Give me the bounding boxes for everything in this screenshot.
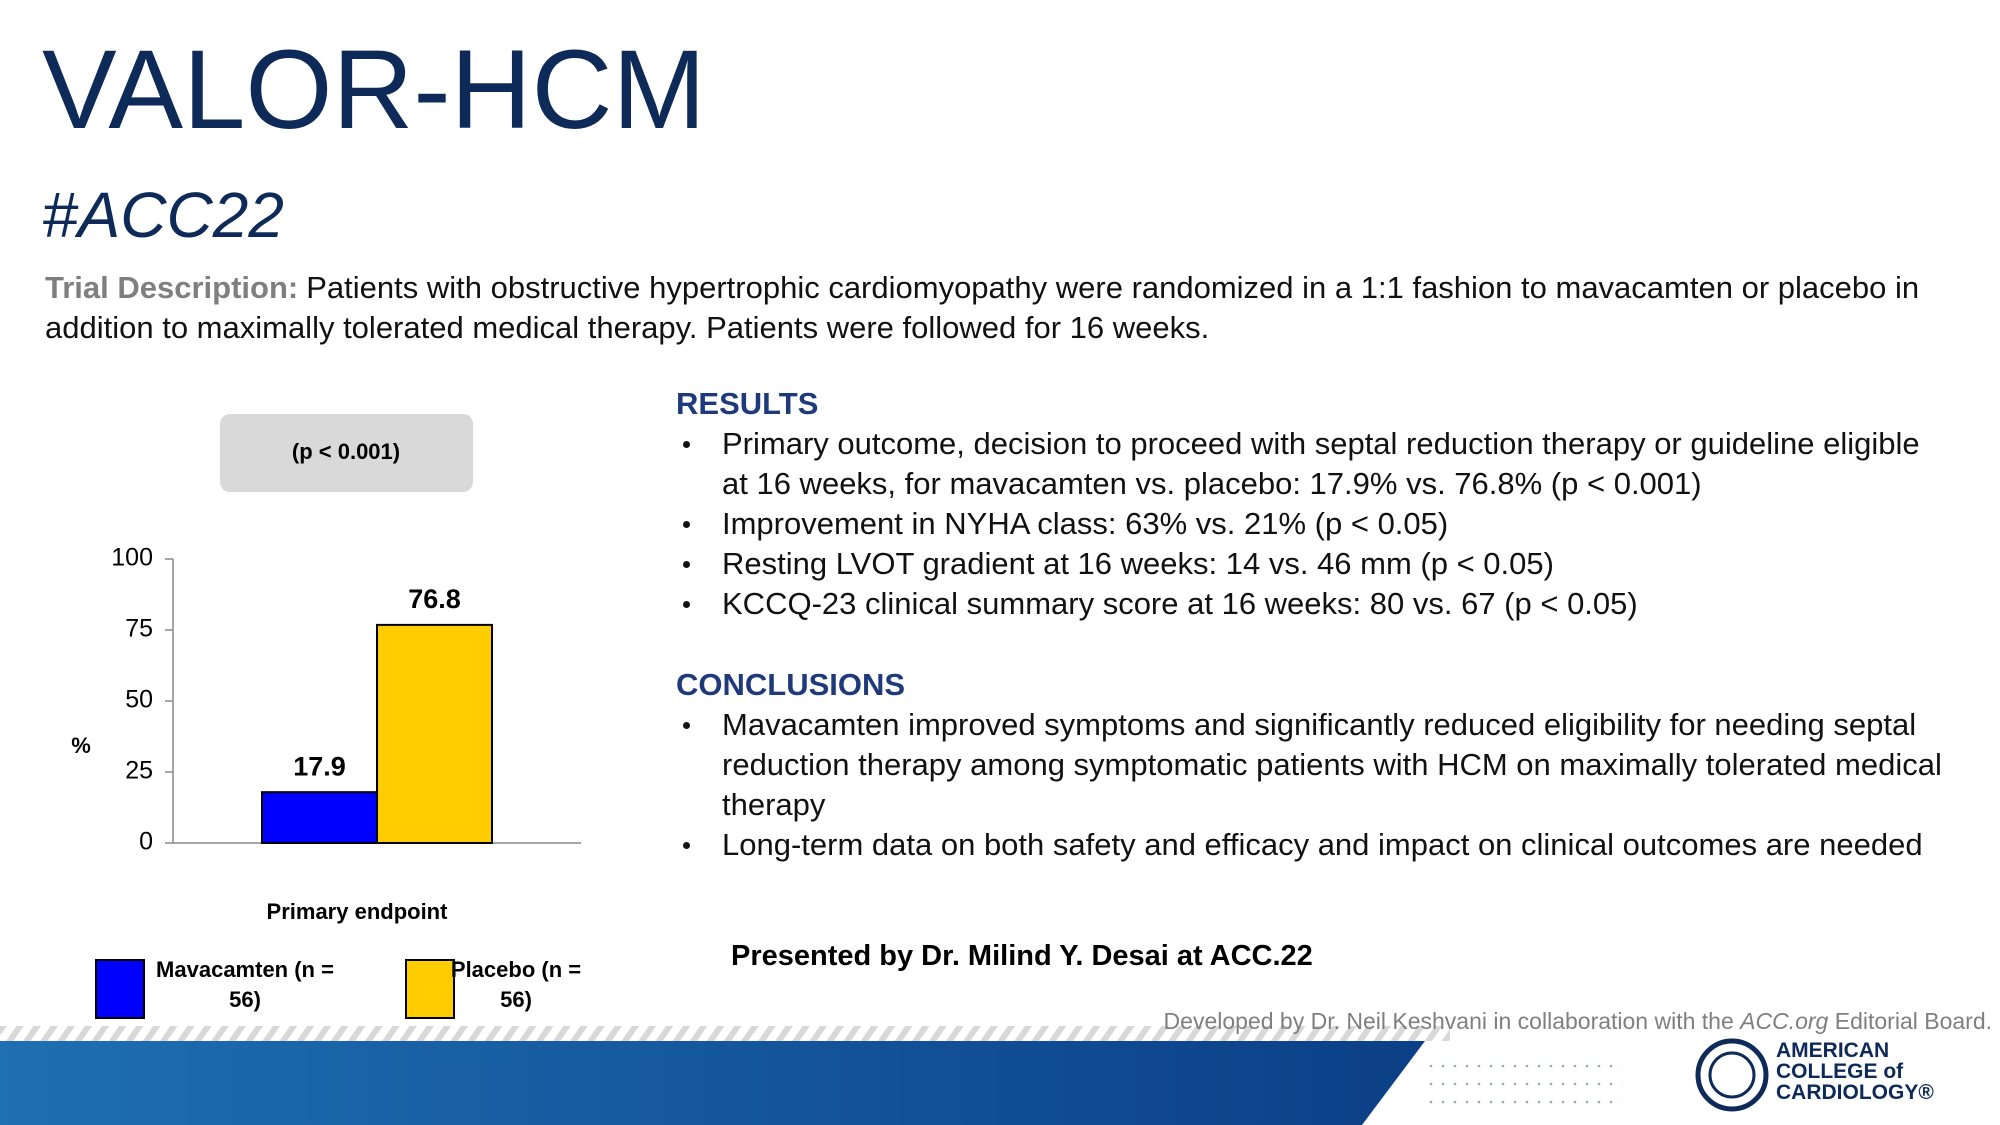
y-tick-label: 25 <box>125 757 153 785</box>
title: VALOR-HCM <box>42 27 706 152</box>
conclusions-list: Mavacamten improved symptoms and signifi… <box>676 705 1946 865</box>
y-tick-label: 50 <box>125 686 153 714</box>
credit: Developed by Dr. Neil Keshvani in collab… <box>1164 1008 1992 1035</box>
bullet: Primary outcome, decision to proceed wit… <box>676 424 1946 504</box>
bar <box>376 623 493 844</box>
conclusions: CONCLUSIONS Mavacamten improved symptoms … <box>676 665 1946 865</box>
bullet: Long-term data on both safety and effica… <box>676 825 1946 865</box>
legend-label: Placebo (n = 56) <box>450 957 582 1012</box>
x-tick-label: Primary endpoint <box>267 899 449 924</box>
value-label: 17.9 <box>293 751 346 781</box>
credit-link: ACC.org <box>1740 1008 1829 1034</box>
footer-band <box>0 1041 1425 1125</box>
presenter: Presented by Dr. Milind Y. Desai at ACC.… <box>731 940 1313 972</box>
value-label: 76.8 <box>408 584 461 614</box>
description-label: Trial Description: <box>45 270 299 305</box>
y-tick-label: 75 <box>125 615 153 643</box>
annotation: (p < 0.001) <box>292 439 400 464</box>
logo-line: AMERICAN <box>1776 1039 1890 1062</box>
logo-seal-inner <box>1708 1051 1756 1099</box>
legend-label: Mavacamten (n = 56) <box>156 957 334 1012</box>
chart: 0 25 50 75 100 Primary endpoint 17.9 76.8 <box>111 544 581 924</box>
description-text: Patients with obstructive hypertrophic c… <box>45 270 1920 345</box>
bar <box>261 791 378 844</box>
annotation-box <box>220 414 473 492</box>
results-heading: RESULTS <box>676 386 819 421</box>
description: Trial Description: Patients with obstruct… <box>45 268 1965 348</box>
bullet: KCCQ-23 clinical summary score at 16 wee… <box>676 584 1946 624</box>
logo-text: AMERICAN COLLEGE of CARDIOLOGY® <box>1776 1040 1934 1103</box>
credit-text: Developed by Dr. Neil Keshvani in collab… <box>1163 1008 1734 1034</box>
y-tick-label: 0 <box>139 828 153 856</box>
bullet: Resting LVOT gradient at 16 weeks: 14 vs… <box>676 544 1946 584</box>
results: RESULTS Primary outcome, decision to proc… <box>676 384 1946 624</box>
logo-seal <box>1695 1038 1769 1112</box>
y-tick-label: 100 <box>111 544 153 572</box>
logo-line: CARDIOLOGY® <box>1776 1081 1934 1104</box>
bullet: Improvement in NYHA class: 63% vs. 21% (… <box>676 504 1946 544</box>
y-axis-label: % <box>71 733 91 758</box>
hashtag: #ACC22 <box>42 179 284 251</box>
logo-line: COLLEGE of <box>1776 1060 1904 1083</box>
hatch-strip <box>0 1026 1450 1041</box>
dots <box>1422 1058 1622 1110</box>
credit-text: Editorial Board. <box>1834 1008 1992 1034</box>
bullet: Mavacamten improved symptoms and signifi… <box>676 705 1946 825</box>
legend-swatch <box>405 959 455 1019</box>
conclusions-heading: CONCLUSIONS <box>676 667 906 702</box>
results-list: Primary outcome, decision to proceed wit… <box>676 424 1946 624</box>
legend-swatch <box>95 959 145 1019</box>
